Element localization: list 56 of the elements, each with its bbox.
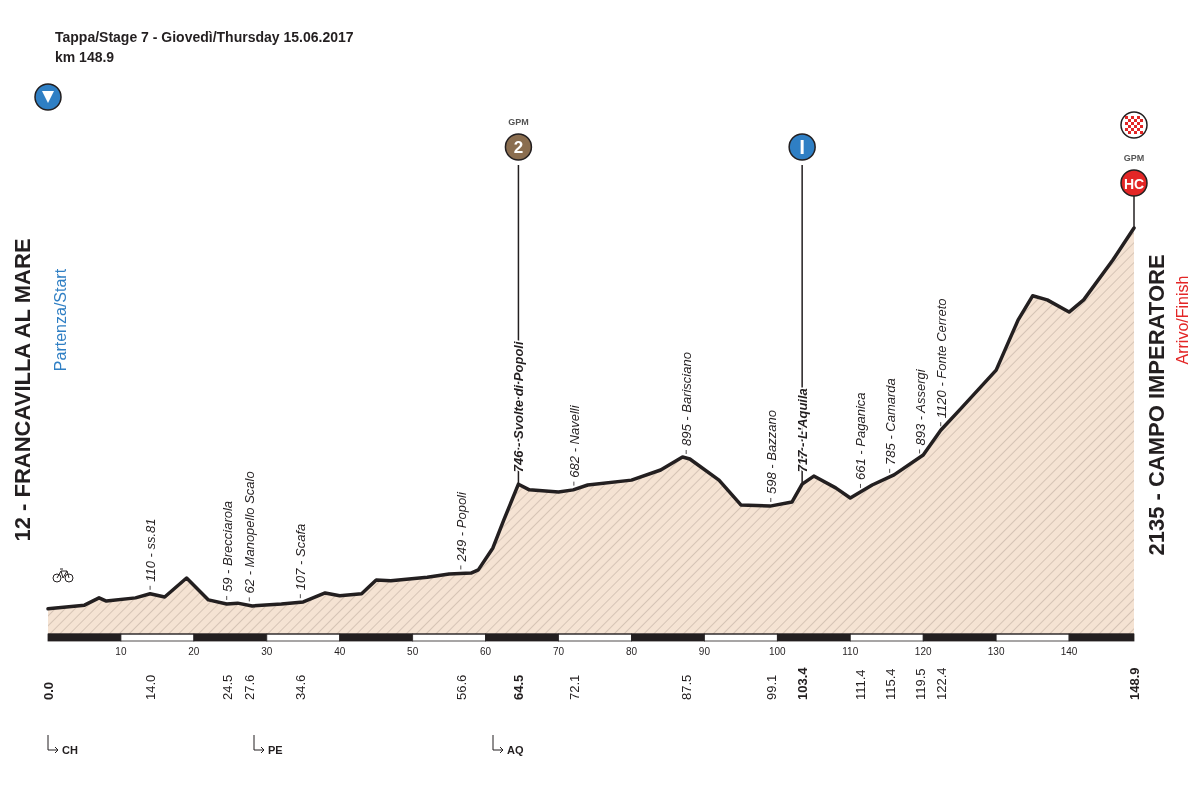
- x2-tick-label: 87.5: [679, 674, 695, 700]
- x-tick-label: 50: [407, 646, 419, 657]
- x-tick-label: 120: [914, 646, 932, 657]
- text: HC: [1123, 176, 1145, 192]
- x-tick-label: 40: [334, 646, 346, 657]
- ref-line-label: 62 - Manopello Scalo: [242, 471, 258, 594]
- x-tick-label: 30: [261, 646, 273, 657]
- x2-tick-label: 56.6: [453, 674, 469, 700]
- text: PE: [268, 744, 283, 756]
- text: 12 - FRANCAVILLA AL MARE: [10, 238, 35, 542]
- text: 2135 - CAMPO IMPERATORE: [1144, 254, 1169, 556]
- chart-subtitle: km 148.9: [55, 49, 115, 65]
- text: GPM: [1123, 153, 1145, 163]
- x2-tick-label: 64.5: [511, 674, 527, 700]
- x-tick-label: 10: [115, 646, 127, 657]
- ref-line-label: 785 - Camarda: [882, 378, 898, 465]
- x2-tick-label: 148.9: [1127, 667, 1142, 700]
- x2-tick-label: 72.1: [566, 674, 582, 700]
- ref-line-label: 717 - L'Aquila: [795, 388, 811, 473]
- ref-line-label: 895 - Barisciano: [679, 352, 695, 446]
- x2-tick-label: 14.0: [143, 674, 159, 700]
- x-tick-label: 110: [842, 646, 859, 657]
- x2-tick-label: 115.4: [882, 668, 898, 700]
- x-tick-label: 130: [987, 646, 1005, 657]
- x-tick-label: 80: [625, 646, 638, 657]
- x2-tick-label: 0.0: [41, 681, 56, 700]
- annotation: Partenza/Start: [52, 268, 69, 372]
- text: AQ: [507, 744, 524, 756]
- chart-title: Tappa/Stage 7 - Giovedì/Thursday 15.06.2017: [55, 29, 354, 45]
- x-tick-label: 100: [769, 646, 787, 657]
- x-tick-label: 140: [1060, 646, 1078, 657]
- ref-line-label: 249 - Popoli: [453, 490, 469, 563]
- ref-line-label: 107 - Scafa: [293, 523, 309, 591]
- x2-tick-label: 34.6: [293, 674, 309, 700]
- ref-line-label: 893 - Assergi: [912, 368, 928, 446]
- text: CH: [62, 744, 78, 756]
- x-tick-label: 20: [188, 646, 200, 657]
- ref-line-label: 682 - Navelli: [566, 404, 582, 478]
- x-tick-label: 70: [552, 646, 565, 657]
- ref-line-label: 661 - Paganica: [853, 392, 869, 480]
- ref-line-label: 1120 - Fonte Cerreto: [933, 298, 949, 419]
- x2-tick-label: 119.5: [912, 668, 928, 700]
- x2-tick-label: 103.4: [795, 666, 811, 700]
- ref-line-label: 59 - Brecciarola: [219, 500, 235, 592]
- x2-tick-label: 111.4: [853, 669, 869, 700]
- ref-line-label: 598 - Bazzano: [763, 410, 779, 494]
- x2-tick-label: 99.1: [763, 674, 779, 700]
- text: GPM: [508, 117, 529, 127]
- x2-tick-label: 122.4: [933, 667, 949, 700]
- x2-tick-label: 27.6: [242, 674, 258, 700]
- x2-tick-label: 24.5: [219, 674, 235, 700]
- x-tick-label: 90: [698, 646, 711, 657]
- text: Arrivo/Finish: [1174, 275, 1191, 365]
- x-tick-label: 60: [480, 646, 492, 657]
- text: 2: [513, 138, 524, 157]
- ref-line-label: 110 - ss.81: [143, 518, 159, 582]
